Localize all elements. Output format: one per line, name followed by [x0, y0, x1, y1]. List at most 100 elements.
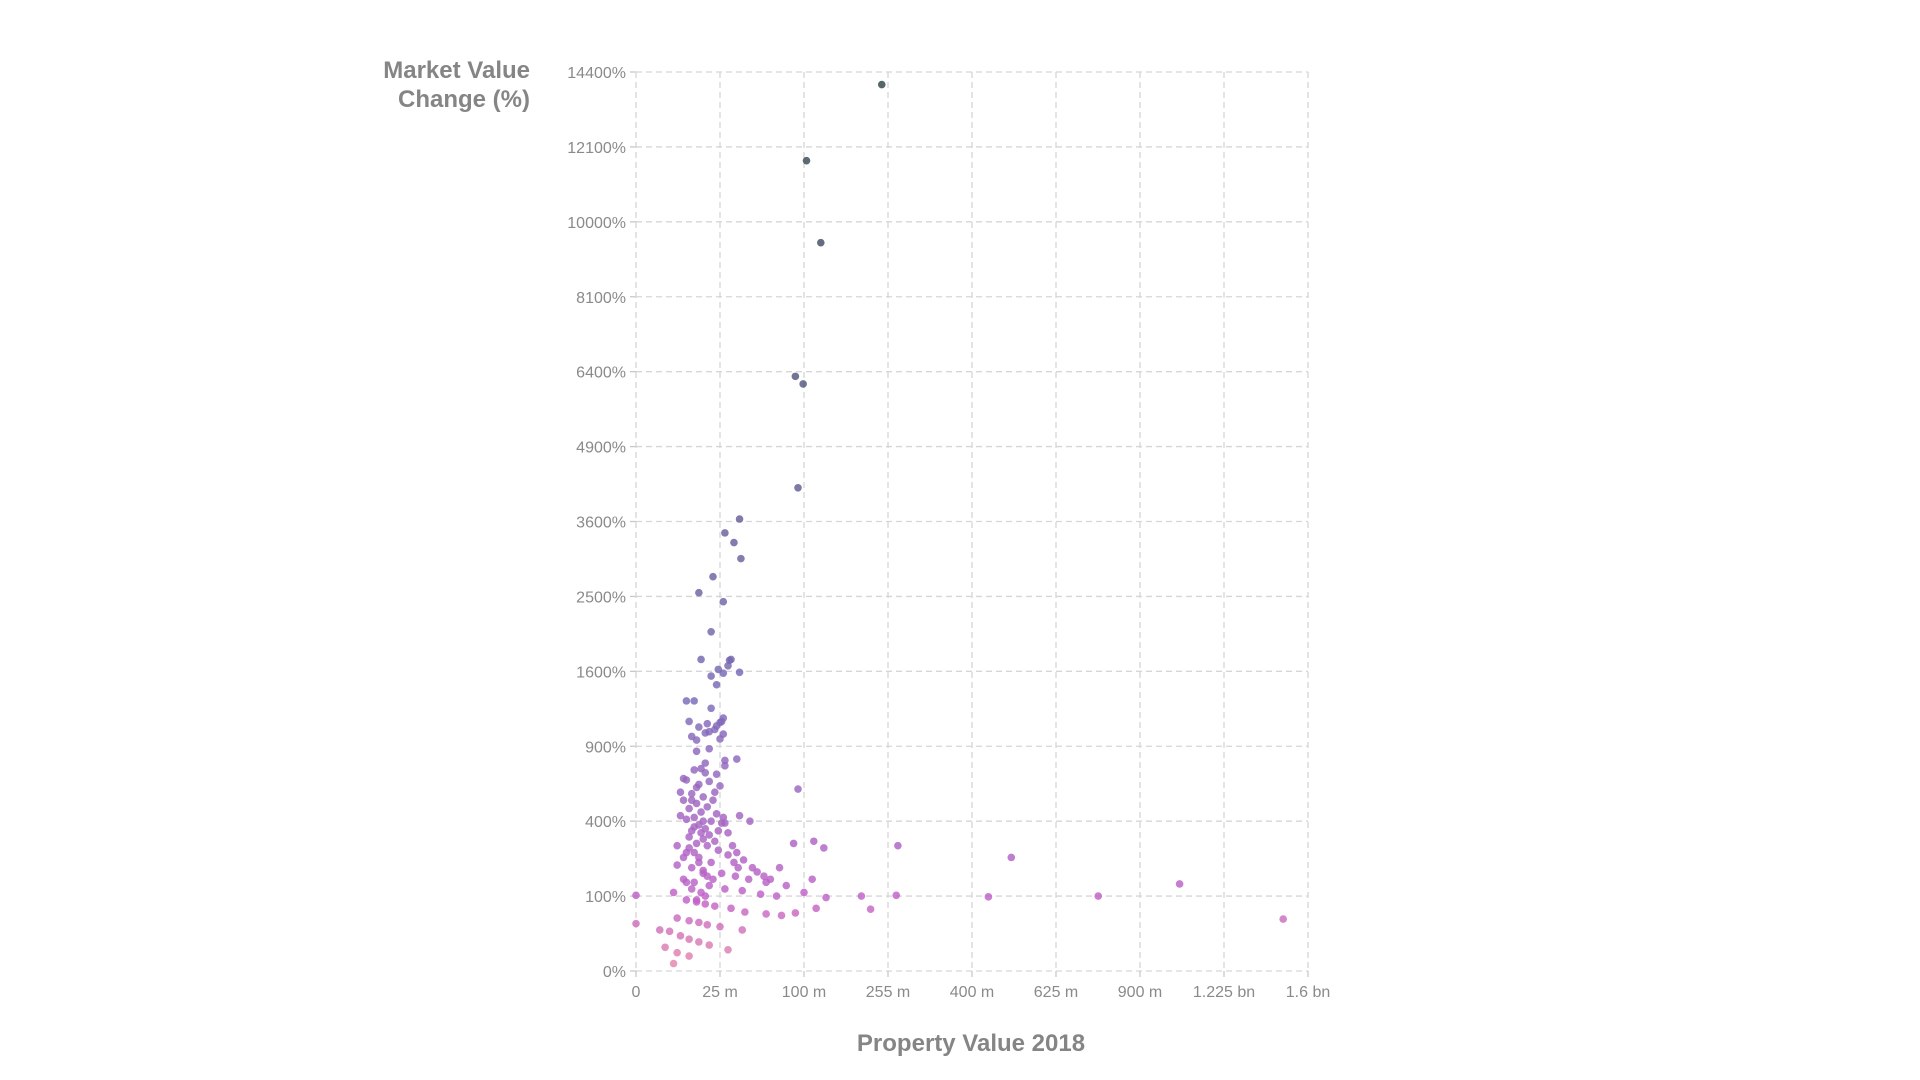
data-point — [669, 959, 678, 968]
data-point — [701, 759, 710, 767]
x-tick-label: 1.225 bn — [1193, 984, 1255, 1001]
data-point — [716, 782, 724, 790]
data-point — [705, 881, 714, 890]
data-point — [741, 908, 749, 916]
y-axis-label: Market Value Change (%) — [383, 57, 530, 113]
data-point — [682, 878, 691, 887]
data-point — [673, 861, 681, 869]
data-point — [685, 844, 693, 852]
data-point — [673, 841, 681, 850]
x-tick-label: 0 — [632, 984, 641, 1001]
data-point — [730, 858, 738, 867]
data-point — [673, 914, 681, 922]
data-point — [777, 911, 786, 920]
data-point — [687, 827, 696, 835]
data-point — [984, 893, 993, 901]
data-point — [690, 848, 698, 857]
data-point — [716, 735, 724, 743]
x-axis-label: Property Value 2018 — [856, 1030, 1086, 1057]
data-point — [738, 926, 747, 934]
data-point — [707, 817, 715, 825]
data-point — [724, 851, 732, 859]
data-point — [733, 755, 741, 763]
data-point — [676, 811, 685, 820]
data-point — [709, 572, 717, 581]
data-point — [695, 858, 703, 867]
data-point — [692, 896, 701, 904]
data-point — [703, 719, 712, 728]
data-point — [703, 921, 712, 929]
data-point — [760, 872, 768, 881]
data-point — [676, 788, 685, 796]
data-point — [695, 821, 703, 829]
data-point — [714, 846, 723, 855]
data-point — [721, 529, 729, 537]
data-point — [695, 938, 703, 946]
data-point — [802, 156, 811, 165]
data-point — [697, 655, 705, 664]
data-point — [1279, 915, 1287, 923]
data-point — [712, 680, 721, 689]
data-point — [709, 796, 717, 804]
grid — [630, 71, 1309, 977]
data-point — [812, 904, 820, 913]
data-point — [701, 729, 710, 737]
data-point — [719, 669, 728, 678]
data-point — [791, 909, 800, 917]
data-point — [699, 793, 707, 801]
data-point — [808, 875, 816, 884]
data-point — [692, 747, 701, 756]
data-point — [690, 813, 698, 822]
data-point — [679, 796, 688, 804]
data-point — [682, 815, 691, 824]
data-point — [724, 661, 732, 670]
y-tick-label: 14400% — [567, 65, 626, 82]
data-point — [799, 380, 807, 388]
y-tick-label: 2500% — [576, 589, 626, 606]
data-point — [766, 875, 775, 884]
data-point — [705, 777, 714, 786]
data-point — [721, 762, 729, 770]
data-point — [692, 839, 701, 848]
data-point — [739, 856, 748, 864]
data-point — [733, 848, 741, 857]
data-point — [721, 756, 729, 765]
x-tick-label: 25 m — [702, 984, 738, 1001]
y-tick-label: 12100% — [567, 140, 626, 157]
data-point — [690, 878, 698, 887]
y-tick-label: 3600% — [576, 515, 626, 532]
data-point — [710, 788, 719, 796]
data-point — [690, 697, 698, 705]
data-point — [756, 890, 765, 899]
data-point — [772, 892, 781, 900]
data-point — [661, 943, 669, 952]
data-point — [705, 831, 714, 839]
data-point — [692, 736, 701, 744]
x-tick-label: 100 m — [782, 984, 826, 1001]
data-point — [685, 935, 693, 944]
data-point — [762, 910, 770, 918]
data-point — [744, 875, 753, 884]
data-point — [690, 766, 698, 774]
data-point — [682, 896, 691, 904]
data-point — [735, 515, 744, 523]
data-point — [669, 888, 678, 897]
y-axis-ticks: 0% 100% 400% 900% 1600% 2500% 3600% 4900% 6400% 8… — [567, 65, 626, 981]
data-point — [703, 872, 712, 881]
data-point — [712, 810, 721, 818]
data-point — [809, 837, 818, 846]
y-tick-label: 400% — [585, 814, 626, 831]
data-point — [687, 885, 696, 893]
data-point — [665, 927, 674, 936]
y-tick-label: 900% — [585, 739, 626, 756]
data-point — [719, 597, 728, 606]
data-points — [632, 80, 1287, 968]
data-point — [701, 900, 710, 908]
data-point — [892, 891, 901, 900]
data-point — [701, 892, 710, 900]
x-tick-label: 400 m — [950, 984, 994, 1001]
data-point — [703, 841, 712, 850]
data-point — [632, 891, 640, 900]
data-point — [695, 918, 703, 927]
data-point — [791, 372, 800, 381]
